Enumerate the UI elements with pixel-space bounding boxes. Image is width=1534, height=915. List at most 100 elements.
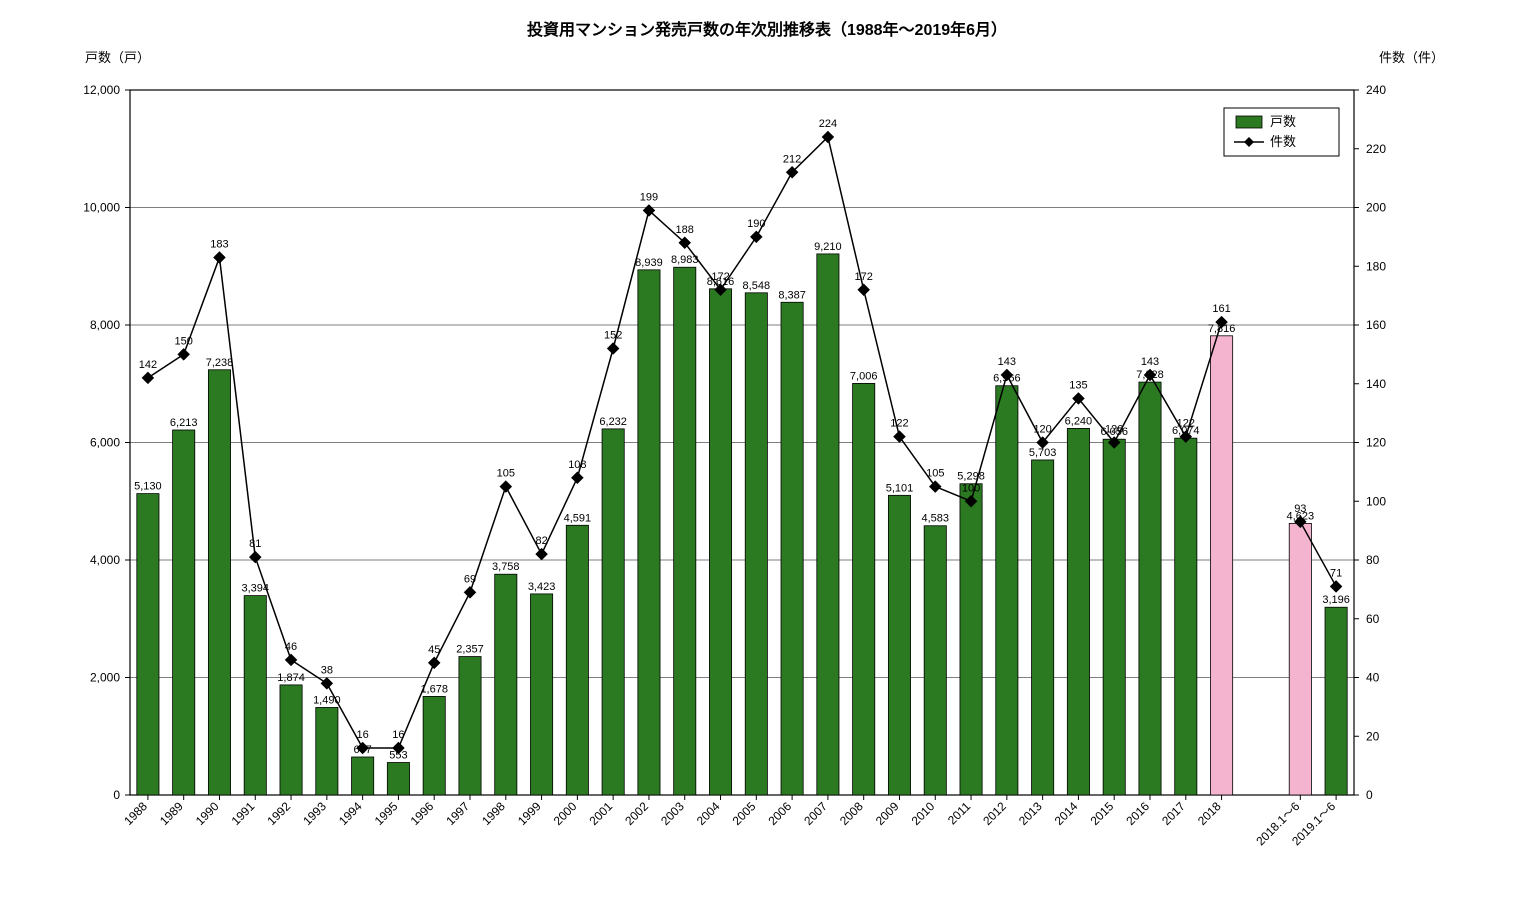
bar-value-label: 9,210 bbox=[814, 241, 842, 253]
bar bbox=[817, 254, 839, 795]
line-value-label: 172 bbox=[855, 271, 873, 283]
line-value-label: 190 bbox=[747, 218, 765, 230]
line-value-label: 183 bbox=[210, 238, 228, 250]
bar-value-label: 8,387 bbox=[778, 289, 806, 301]
line-value-label: 16 bbox=[392, 729, 404, 741]
line-value-label: 143 bbox=[998, 356, 1016, 368]
bar bbox=[495, 574, 517, 795]
bar-value-label: 5,101 bbox=[886, 482, 914, 494]
bar bbox=[853, 383, 875, 795]
bar-value-label: 3,758 bbox=[492, 561, 520, 573]
legend-swatch-bars bbox=[1236, 116, 1262, 128]
chart-container: 投資用マンション発売戸数の年次別推移表（1988年～2019年6月） 戸数（戸） 件… bbox=[0, 0, 1534, 915]
right-tick-label: 160 bbox=[1366, 318, 1386, 332]
bar bbox=[530, 594, 552, 795]
right-tick-label: 80 bbox=[1366, 553, 1380, 567]
right-tick-label: 200 bbox=[1366, 201, 1386, 215]
left-tick-label: 2,000 bbox=[90, 671, 120, 685]
bar bbox=[316, 707, 338, 795]
chart-title: 投資用マンション発売戸数の年次別推移表（1988年～2019年6月） bbox=[527, 20, 1007, 39]
bar bbox=[459, 657, 481, 795]
line-value-label: 46 bbox=[285, 641, 297, 653]
bar-value-label: 6,240 bbox=[1065, 415, 1093, 427]
bar-value-label: 8,548 bbox=[743, 280, 771, 292]
bar bbox=[924, 526, 946, 795]
bar-value-label: 7,238 bbox=[206, 357, 234, 369]
right-tick-label: 220 bbox=[1366, 142, 1386, 156]
bar bbox=[1289, 523, 1311, 795]
line-value-label: 212 bbox=[783, 153, 801, 165]
line-value-label: 38 bbox=[321, 664, 333, 676]
bar bbox=[1325, 607, 1347, 795]
line-value-label: 100 bbox=[962, 482, 980, 494]
bar-value-label: 2,357 bbox=[456, 644, 484, 656]
line-value-label: 188 bbox=[676, 224, 694, 236]
bar-value-label: 5,130 bbox=[134, 481, 162, 493]
left-tick-label: 8,000 bbox=[90, 318, 120, 332]
bar bbox=[244, 596, 266, 795]
line-value-label: 122 bbox=[890, 418, 908, 430]
bar bbox=[996, 386, 1018, 795]
bar bbox=[1139, 382, 1161, 795]
bar bbox=[280, 685, 302, 795]
bar bbox=[208, 370, 230, 795]
bar-value-label: 4,583 bbox=[921, 513, 949, 525]
line-value-label: 69 bbox=[464, 573, 476, 585]
right-tick-label: 20 bbox=[1366, 729, 1380, 743]
line-value-label: 161 bbox=[1212, 303, 1230, 315]
line-value-label: 71 bbox=[1330, 567, 1342, 579]
bar-value-label: 5,298 bbox=[957, 471, 985, 483]
line-value-label: 224 bbox=[819, 118, 837, 130]
line-value-label: 152 bbox=[604, 330, 622, 342]
left-axis-label: 戸数（戸） bbox=[85, 50, 150, 65]
left-tick-label: 12,000 bbox=[83, 83, 120, 97]
bar bbox=[173, 430, 195, 795]
bar bbox=[423, 696, 445, 795]
legend-label-line: 件数 bbox=[1270, 134, 1296, 149]
bar bbox=[387, 763, 409, 795]
bar bbox=[352, 757, 374, 795]
right-tick-label: 60 bbox=[1366, 612, 1380, 626]
line-value-label: 105 bbox=[926, 468, 944, 480]
right-tick-label: 180 bbox=[1366, 259, 1386, 273]
bar bbox=[638, 270, 660, 795]
bar bbox=[781, 302, 803, 795]
line-value-label: 16 bbox=[357, 729, 369, 741]
right-tick-label: 40 bbox=[1366, 671, 1380, 685]
line-value-label: 172 bbox=[711, 271, 729, 283]
bar bbox=[1067, 428, 1089, 795]
left-tick-label: 10,000 bbox=[83, 201, 120, 215]
line-value-label: 81 bbox=[249, 538, 261, 550]
line-value-label: 122 bbox=[1177, 418, 1195, 430]
bar-value-label: 3,196 bbox=[1322, 594, 1350, 606]
bar bbox=[602, 429, 624, 795]
line-value-label: 105 bbox=[497, 468, 515, 480]
line-value-label: 150 bbox=[175, 335, 193, 347]
bar bbox=[1103, 439, 1125, 795]
right-tick-label: 240 bbox=[1366, 83, 1386, 97]
bar bbox=[137, 494, 159, 795]
bar bbox=[960, 484, 982, 795]
bar-value-label: 7,006 bbox=[850, 370, 878, 382]
bar-value-label: 3,423 bbox=[528, 581, 556, 593]
right-tick-label: 140 bbox=[1366, 377, 1386, 391]
bar bbox=[745, 293, 767, 795]
bar bbox=[1032, 460, 1054, 795]
bar-value-label: 8,939 bbox=[635, 257, 663, 269]
line-value-label: 143 bbox=[1141, 356, 1159, 368]
line-value-label: 108 bbox=[568, 459, 586, 471]
bar bbox=[674, 267, 696, 795]
bar bbox=[1175, 438, 1197, 795]
line-value-label: 199 bbox=[640, 191, 658, 203]
left-tick-label: 0 bbox=[113, 788, 120, 802]
left-tick-label: 4,000 bbox=[90, 553, 120, 567]
right-tick-label: 120 bbox=[1366, 436, 1386, 450]
legend-label-bars: 戸数 bbox=[1270, 114, 1296, 129]
line-value-label: 93 bbox=[1294, 503, 1306, 515]
line-value-label: 120 bbox=[1105, 424, 1123, 436]
line-value-label: 135 bbox=[1069, 379, 1087, 391]
bar-value-label: 6,213 bbox=[170, 417, 198, 429]
bar-value-label: 1,874 bbox=[277, 672, 305, 684]
bar bbox=[888, 495, 910, 795]
bar bbox=[566, 525, 588, 795]
